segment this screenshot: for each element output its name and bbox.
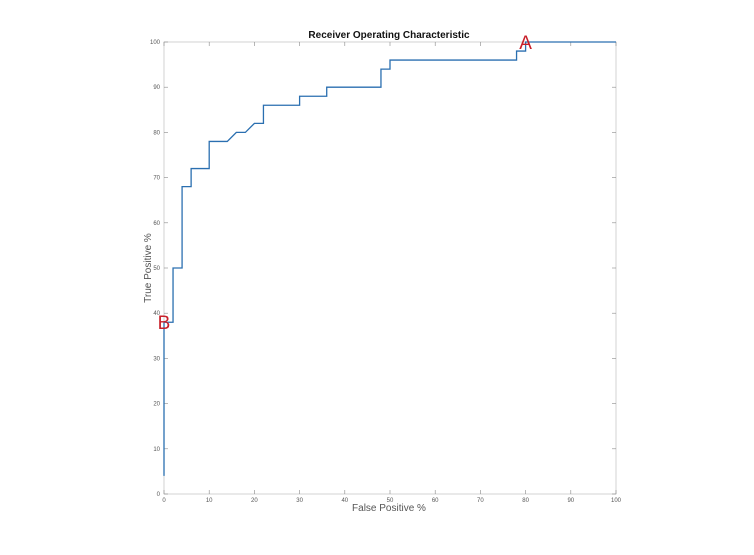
- y-tick-label: 90: [153, 85, 160, 91]
- x-tick-label: 10: [206, 498, 213, 504]
- x-tick-label: 0: [162, 498, 166, 504]
- y-tick-label: 60: [153, 221, 160, 227]
- y-tick-label: 10: [153, 447, 160, 453]
- series: [163, 41, 616, 476]
- y-tick-label: 30: [153, 356, 160, 362]
- y-tick-label: 80: [153, 130, 160, 136]
- x-tick-label: 90: [567, 498, 574, 504]
- ticks: 0 10 20 30 40 50 60 70 80 90 100 0 10 20 30 40 50 60 70 80 9…: [150, 40, 622, 504]
- x-tick-label: 20: [251, 498, 258, 504]
- y-tick-label: 50: [153, 266, 160, 272]
- annotations: AB: [158, 33, 533, 334]
- x-tick-label: 40: [341, 498, 348, 504]
- y-tick-label: 20: [153, 402, 160, 408]
- x-tick-label: 100: [611, 498, 622, 504]
- y-tick-label: 100: [150, 40, 161, 46]
- y-tick-label: 0: [157, 492, 161, 498]
- axes: [163, 41, 617, 495]
- y-tick-label: 40: [153, 311, 160, 317]
- y-tick-label: 70: [153, 176, 160, 182]
- annotation-b: B: [158, 313, 171, 334]
- x-tick-label: 60: [432, 498, 439, 504]
- y-axis-label: True Positive %: [143, 233, 154, 303]
- plot-box: [163, 41, 617, 495]
- x-axis-label: False Positive %: [352, 503, 426, 514]
- x-tick-label: 50: [387, 498, 394, 504]
- x-tick-label: 30: [296, 498, 303, 504]
- x-tick-label: 70: [477, 498, 484, 504]
- chart-title: Receiver Operating Characteristic: [308, 30, 470, 41]
- roc-curve-line: [163, 41, 616, 476]
- annotation-a: A: [519, 33, 532, 54]
- x-tick-label: 80: [522, 498, 529, 504]
